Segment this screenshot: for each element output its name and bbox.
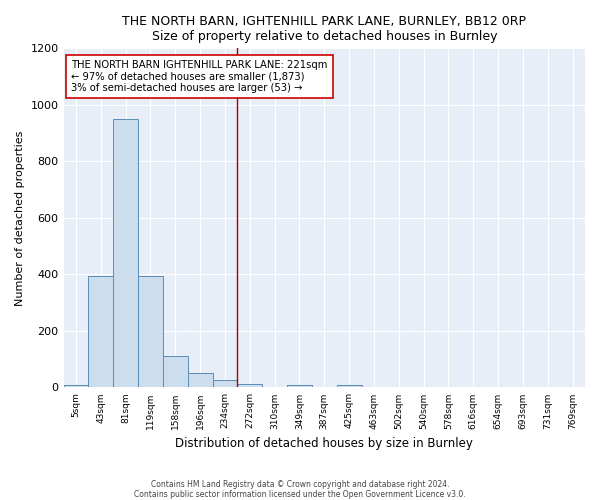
Bar [163, 356, 188, 388]
Bar [64, 384, 88, 388]
Bar [238, 384, 262, 388]
Bar [113, 119, 138, 388]
Bar [287, 384, 312, 388]
Bar [212, 380, 238, 388]
Title: THE NORTH BARN, IGHTENHILL PARK LANE, BURNLEY, BB12 0RP
Size of property relativ: THE NORTH BARN, IGHTENHILL PARK LANE, BU… [122, 15, 526, 43]
X-axis label: Distribution of detached houses by size in Burnley: Distribution of detached houses by size … [175, 437, 473, 450]
Bar [188, 374, 212, 388]
Text: THE NORTH BARN IGHTENHILL PARK LANE: 221sqm
← 97% of detached houses are smaller: THE NORTH BARN IGHTENHILL PARK LANE: 221… [71, 60, 328, 94]
Y-axis label: Number of detached properties: Number of detached properties [15, 130, 25, 306]
Bar [337, 384, 362, 388]
Bar [138, 276, 163, 388]
Bar [88, 276, 113, 388]
Text: Contains HM Land Registry data © Crown copyright and database right 2024.
Contai: Contains HM Land Registry data © Crown c… [134, 480, 466, 499]
